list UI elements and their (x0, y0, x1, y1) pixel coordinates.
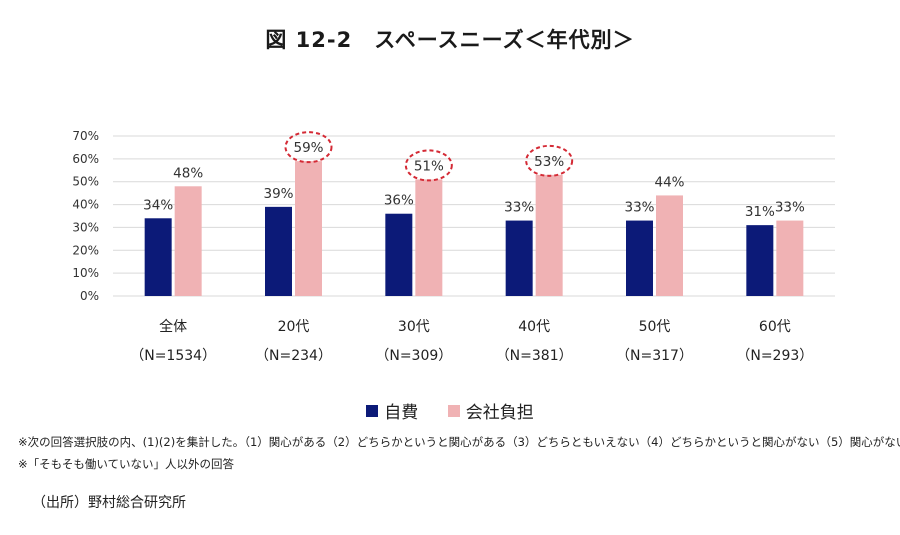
bar-company-pay (415, 179, 443, 296)
data-label-self-pay: 34% (143, 197, 173, 213)
data-label-company-pay: 59% (293, 140, 323, 156)
x-category-n: （N=1534） (130, 348, 216, 364)
data-label-company-pay: 33% (775, 200, 805, 216)
chart-title: 図 12-2 スペースニーズ＜年代別＞ (265, 28, 635, 52)
legend-label-self-pay: 自費 (384, 403, 419, 423)
bar-self-pay (265, 206, 292, 296)
data-label-self-pay: 33% (504, 200, 534, 216)
bar-self-pay (746, 225, 774, 296)
x-category-n: （N=293） (736, 348, 813, 364)
x-category-label: 60代 (759, 319, 791, 335)
highlight-circle (404, 149, 453, 182)
y-tick-label: 40% (72, 198, 99, 212)
x-category-label: 20代 (278, 319, 310, 335)
data-label-self-pay: 39% (263, 186, 293, 202)
x-category-n: （N=234） (255, 348, 332, 364)
x-category-n: （N=381） (496, 348, 573, 364)
x-category-n: （N=309） (375, 348, 452, 364)
x-category-label: 全体 (159, 318, 187, 335)
highlight-circle (284, 131, 333, 164)
x-category-label: 50代 (639, 319, 671, 335)
data-label-self-pay: 33% (624, 200, 654, 216)
highlight-circle (525, 144, 574, 177)
legend: 自費 会社負担 (0, 398, 900, 423)
data-label-self-pay: 31% (745, 204, 775, 220)
x-category-n: （N=317） (616, 348, 693, 364)
bar-company-pay (295, 161, 322, 296)
bar-company-pay (656, 195, 683, 296)
legend-swatch-company-pay (447, 404, 460, 417)
data-label-company-pay: 53% (534, 154, 564, 170)
bar-self-pay (505, 220, 533, 296)
bar-chart: 0% 10% 20% 30% 40% 50% 60% 70% 34%48% 全体 （N=1534） 3… (72, 129, 835, 364)
x-category-label: 30代 (398, 319, 430, 335)
y-tick-label: 50% (72, 175, 99, 189)
legend-swatch-self-pay (366, 404, 379, 417)
bar-self-pay (144, 218, 172, 296)
y-tick-label: 70% (72, 129, 99, 143)
y-tick-label: 60% (72, 152, 99, 166)
y-tick-label: 0% (80, 289, 99, 303)
bar-self-pay (385, 213, 413, 296)
legend-item-self-pay: 自費 (366, 398, 418, 423)
bar-company-pay (535, 174, 563, 296)
x-category-label: 40代 (518, 319, 550, 335)
footnote-respondents: ※「そもそも働いていない」人以外の回答 (18, 457, 235, 471)
data-label-self-pay: 36% (384, 193, 414, 209)
y-tick-label: 20% (72, 243, 99, 257)
bar-company-pay (174, 186, 202, 296)
y-tick-label: 10% (72, 266, 99, 280)
y-tick-label: 30% (72, 220, 99, 234)
data-label-company-pay: 44% (654, 174, 684, 190)
source-credit: （出所）野村総合研究所 (32, 495, 186, 511)
data-label-company-pay: 48% (173, 165, 203, 181)
footnote-answer-options: ※次の回答選択肢の内、(1)(2)を集計した。（1）関心がある（2）どちらかとい… (18, 435, 900, 449)
bar-company-pay (776, 220, 804, 296)
legend-item-company-pay: 会社負担 (447, 398, 534, 423)
data-label-company-pay: 51% (414, 158, 444, 174)
legend-label-company-pay: 会社負担 (465, 403, 534, 423)
bar-self-pay (626, 220, 653, 296)
